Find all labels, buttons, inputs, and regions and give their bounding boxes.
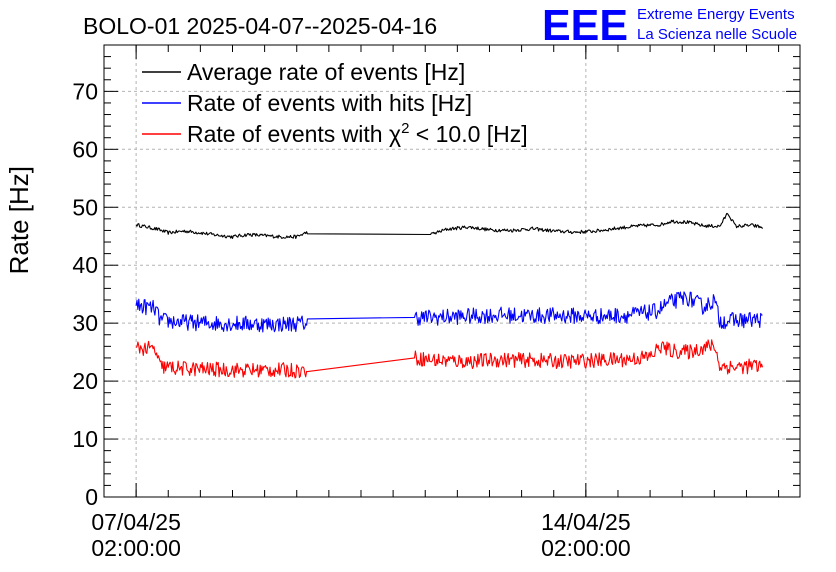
plot-frame [103,44,801,498]
series-line-chi2 [135,339,764,379]
axes [103,44,801,498]
y-tick-label: 50 [72,194,98,220]
y-axis-label: Rate [Hz] [4,166,34,274]
series-line-hits [135,291,763,333]
chart-title: BOLO-01 2025-04-07--2025-04-16 [83,13,437,39]
series-group [135,212,764,379]
x-tick-label-time: 02:00:00 [541,535,631,561]
legend-label-average: Average rate of events [Hz] [187,59,465,85]
y-tick-label: 20 [72,368,98,394]
series-line-average [135,212,763,240]
x-tick-label-date: 14/04/25 [541,509,631,535]
y-tick-labels: 0 10 20 30 40 50 60 70 [72,78,98,510]
eee-logo-letters: EEE [542,1,628,50]
x-tick-label-date: 07/04/25 [91,509,181,535]
legend-label-chi2: Rate of events with χ2 < 10.0 [Hz] [187,120,528,147]
y-tick-label: 60 [72,136,98,162]
eee-logo: EEE Extreme Energy Events La Scienza nel… [542,1,797,50]
x-tick-label-time: 02:00:00 [91,535,181,561]
legend-chi2-suffix: < 10.0 [Hz] [409,121,527,147]
y-tick-label: 70 [72,78,98,104]
y-tick-label: 40 [72,252,98,278]
y-tick-label: 10 [72,426,98,452]
y-tick-label: 0 [85,484,98,510]
eee-logo-line1: Extreme Energy Events [637,6,795,23]
legend: Average rate of events [Hz] Rate of even… [142,59,528,147]
eee-logo-line2: La Scienza nelle Scuole [637,26,797,43]
legend-label-hits: Rate of events with hits [Hz] [187,90,472,116]
grid-lines [104,45,800,497]
legend-chi2-prefix: Rate of events with χ [187,121,401,147]
legend-chi2-superscript: 2 [401,120,409,137]
y-tick-label: 30 [72,310,98,336]
